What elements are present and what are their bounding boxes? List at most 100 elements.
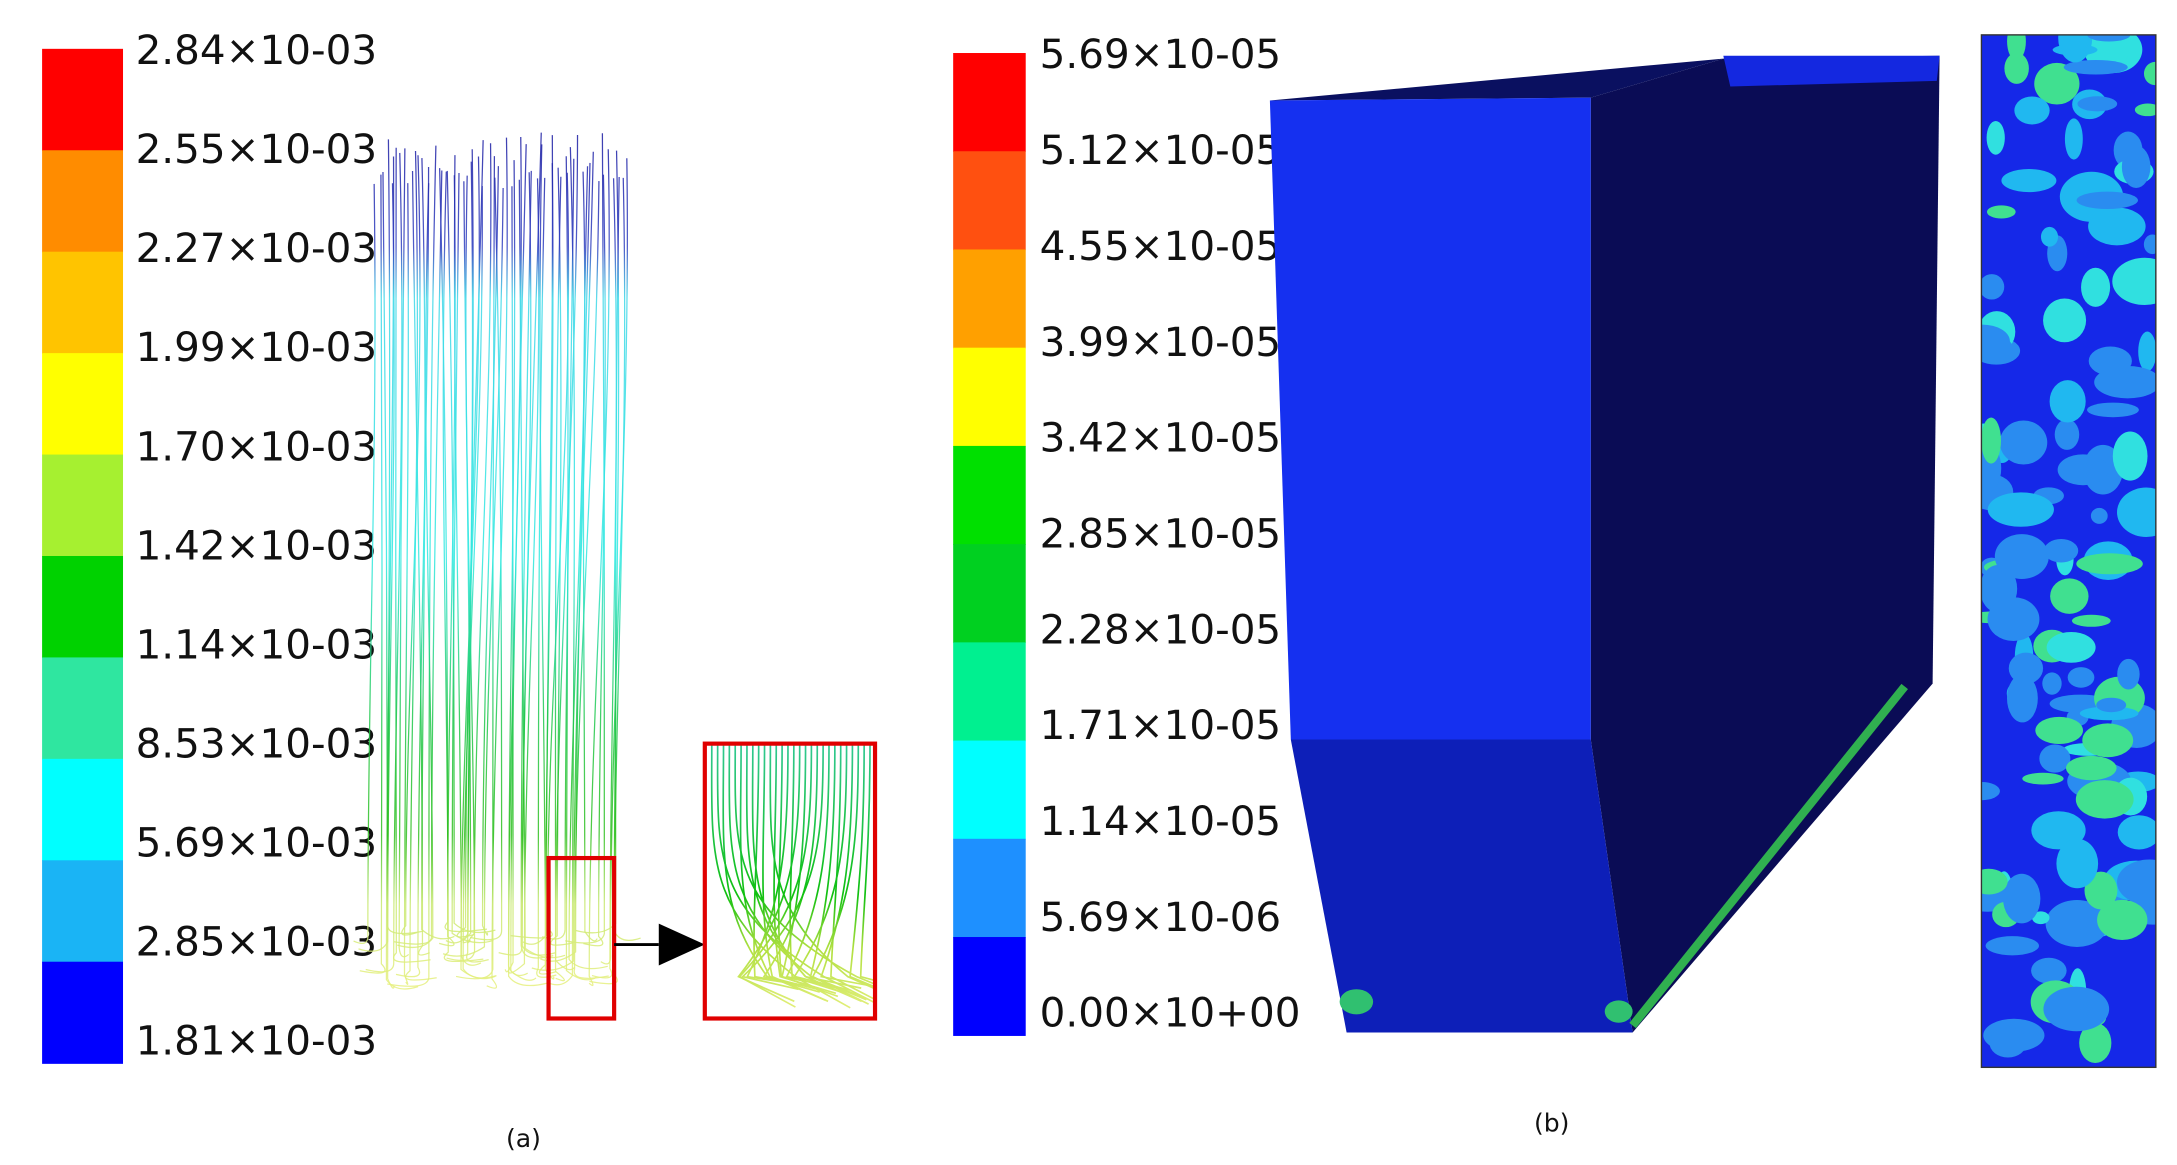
streamline: [382, 172, 424, 935]
zoom-streamline: [811, 745, 869, 1005]
colorbar-band: [953, 544, 1026, 644]
contour-blob: [2117, 815, 2156, 850]
contour-blob: [2006, 674, 2038, 723]
contour-blob: [2040, 226, 2059, 247]
colorbar-band: [953, 53, 1026, 152]
streamline: [573, 181, 609, 979]
caption: (b): [1534, 1109, 1570, 1138]
contour-blob: [1986, 205, 2016, 219]
colorbar-band: [953, 151, 1026, 251]
colorbar: 2.84×10-03 2.55×10-03 2.27×10-03 1.99×10-03…: [42, 26, 377, 1065]
caption: (a): [506, 1124, 541, 1153]
contour-blob: [2096, 697, 2127, 713]
colorbar-band: [953, 937, 1026, 1036]
streamline: [385, 156, 419, 990]
edge-highlight: [1629, 683, 1908, 1029]
contour-blob: [1987, 492, 2054, 527]
contour-blob: [2022, 772, 2064, 785]
contour-blob: [2039, 744, 2071, 773]
corner-spot: [1604, 1000, 1633, 1023]
zoom-streamline: [859, 745, 874, 982]
colorbar-label: 5.69×10-06: [1040, 893, 1282, 941]
colorbar-label: 0.00×10+00: [1040, 989, 1301, 1037]
streamline: [393, 170, 443, 945]
contour-blob: [1981, 781, 2000, 801]
colorbar-label: 2.55×10-03: [136, 125, 378, 173]
contour-blob: [1989, 1027, 2027, 1058]
zoom-streamline: [793, 745, 851, 1009]
contour-blob: [2097, 899, 2148, 941]
colorbar-label: 2.85×10-05: [1040, 509, 1282, 557]
zoom-streamlines: [710, 745, 874, 1009]
contour-blob: [2077, 96, 2118, 112]
contour-blob: [1986, 120, 2005, 155]
contour-blob: [2088, 346, 2132, 376]
contour-blob: [2001, 168, 2057, 193]
zoom-streamline: [762, 745, 821, 993]
streamline: [467, 143, 492, 944]
streamline: [353, 183, 376, 944]
streamline: [591, 178, 617, 979]
streamline: [538, 144, 557, 975]
colorbar-label: 4.55×10-05: [1040, 222, 1282, 270]
streamline: [403, 183, 409, 985]
streamline: [507, 178, 540, 974]
streamline: [365, 152, 403, 973]
contour-blob: [2143, 234, 2156, 255]
streamline: [453, 155, 482, 966]
streamline: [398, 148, 410, 958]
zoom-streamline: [746, 745, 804, 986]
colorbar-label: 2.85×10-03: [136, 918, 378, 966]
colorbar-label: 1.14×10-03: [136, 620, 378, 668]
streamline: [521, 132, 556, 956]
contour-blob: [2112, 431, 2148, 481]
streamline: [536, 177, 557, 978]
streamline: [531, 151, 594, 971]
colorbar-band: [42, 251, 124, 354]
contour-blob: [2057, 454, 2109, 486]
colorbar-band: [953, 347, 1026, 447]
zoom-streamline: [751, 745, 862, 989]
streamline: [554, 135, 579, 971]
zoom-streamline: [820, 745, 874, 988]
contour-blob: [2043, 539, 2079, 563]
colorbar-label: 5.12×10-05: [1040, 126, 1282, 174]
contour-blob: [2054, 419, 2080, 450]
streamline: [446, 175, 476, 961]
colorbar-band: [42, 48, 124, 151]
colorbar-band: [42, 758, 124, 861]
colorbar-band: [953, 740, 1026, 840]
streamline: [541, 158, 575, 940]
contour-blob: [2079, 706, 2139, 721]
contour-blob: [2084, 871, 2118, 910]
contour-blob: [1981, 336, 2013, 360]
streamline: [469, 177, 503, 941]
contour-blob: [2117, 658, 2140, 690]
contour-blob: [1994, 534, 2049, 579]
contour-blob: [2049, 380, 2086, 423]
contour-blob: [2052, 44, 2098, 56]
contour-blob: [2043, 298, 2087, 343]
streamline: [583, 174, 606, 947]
contour-blob: [2082, 723, 2134, 758]
contour-blob: [1987, 597, 2040, 641]
streamline: [510, 172, 570, 939]
streamline: [387, 145, 437, 987]
contour-blob: [2066, 755, 2117, 781]
contour-blob: [2087, 402, 2139, 418]
colorbar-label: 1.14×10-05: [1040, 797, 1282, 845]
zoom-streamline: [740, 745, 824, 991]
corner-spot: [1339, 989, 1374, 1015]
streamline: [395, 166, 430, 978]
streamline: [507, 136, 547, 987]
zoom-streamline: [789, 745, 849, 995]
streamline: [455, 156, 496, 980]
colorbar-band: [42, 555, 124, 659]
model-3d: [1269, 55, 1940, 1033]
strip-border: [1980, 34, 2157, 1069]
colorbar-band: [953, 838, 1026, 938]
colorbar-label: 3.99×10-05: [1040, 318, 1282, 366]
contour-blob: [2076, 191, 2138, 210]
contour-blob: [2050, 578, 2089, 614]
contour-blob: [2064, 118, 2083, 160]
